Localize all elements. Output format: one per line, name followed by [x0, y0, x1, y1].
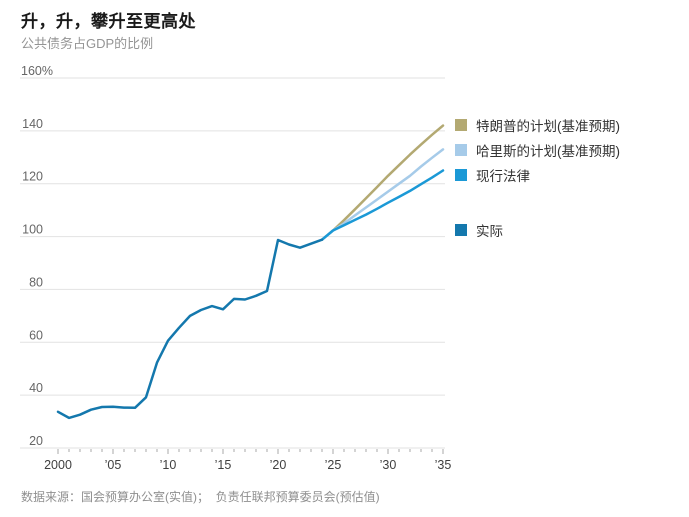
x-axis-label: ’35 — [435, 458, 452, 472]
x-axis-label: ’05 — [105, 458, 122, 472]
y-axis-label: 40 — [29, 381, 43, 395]
chart-subtitle: 公共债务占GDP的比例 — [21, 36, 154, 51]
legend-label-trump: 特朗普的计划(基准预期) — [476, 118, 620, 134]
legend-item-current-law: 现行法律 — [455, 162, 620, 187]
legend-label-current-law: 现行法律 — [476, 168, 530, 184]
series-line-current-law — [320, 169, 445, 241]
legend-label-actual: 实际 — [476, 223, 503, 239]
legend-item-actual: 实际 — [455, 217, 620, 242]
legend-swatch-trump — [455, 118, 467, 131]
y-axis-label: 100 — [22, 223, 43, 237]
chart-legend: 特朗普的计划(基准预期) 哈里斯的计划(基准预期) 现行法律实际 — [455, 112, 620, 242]
y-axis-label: 120 — [22, 170, 43, 184]
y-axis-label: 140 — [22, 117, 43, 131]
x-axis-label: ’20 — [270, 458, 287, 472]
y-axis-label: 60 — [29, 328, 43, 342]
y-axis-label: 80 — [29, 275, 43, 289]
legend-label-harris: 哈里斯的计划(基准预期) — [476, 143, 620, 159]
series-line-trump — [320, 124, 445, 241]
y-axis-label: 20 — [29, 434, 43, 448]
x-axis-label: ’15 — [215, 458, 232, 472]
x-axis-label: ’30 — [380, 458, 397, 472]
chart-svg: 20 40 60 80 100 120 140 160% 2000 ’05 ’10 ’15 ’20 ’25… — [20, 64, 452, 472]
legend-swatch-harris — [455, 143, 467, 156]
legend-swatch-actual — [455, 223, 467, 236]
x-axis-label: ’25 — [325, 458, 342, 472]
series-line-harris — [320, 148, 445, 241]
source-note: 数据来源：国会预算办公室(实值)； 负责任联邦预算委员会(预估值) — [21, 490, 380, 504]
series-line-actual — [56, 238, 324, 420]
x-axis-label: ’10 — [160, 458, 177, 472]
legend-swatch-current-law — [455, 168, 467, 181]
chart-title: 升，升，攀升至更高处 — [21, 12, 196, 31]
legend-item-trump: 特朗普的计划(基准预期) — [455, 112, 620, 137]
y-axis-label: 160% — [21, 64, 53, 78]
legend-item-harris: 哈里斯的计划(基准预期) — [455, 137, 620, 162]
x-axis-label: 2000 — [44, 458, 72, 472]
